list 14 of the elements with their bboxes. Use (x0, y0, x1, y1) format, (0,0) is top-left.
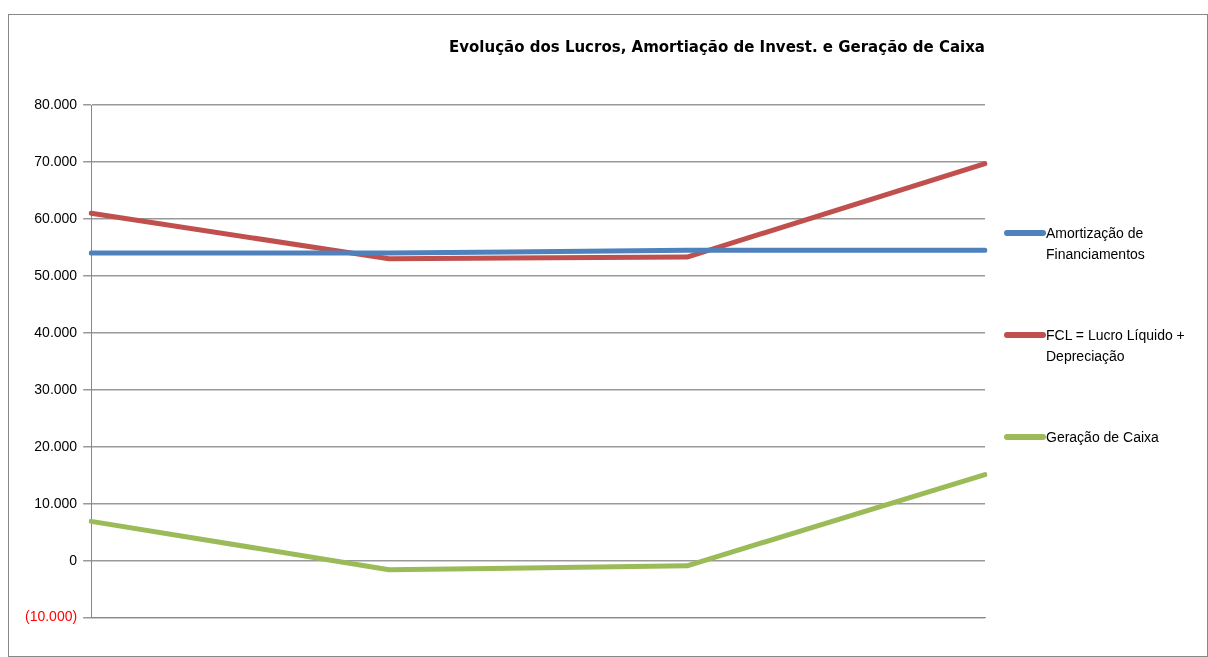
y-tick-label: 40.000 (34, 323, 78, 340)
y-tick-label: 0 (69, 551, 78, 568)
y-tick-label: 70.000 (34, 152, 78, 169)
y-tick-label: 30.000 (34, 380, 78, 397)
y-tick-label: 50.000 (34, 266, 78, 283)
y-tick-label: 60.000 (34, 209, 78, 226)
y-tick-label: 20.000 (34, 437, 78, 454)
y-tick-label: 10.000 (34, 494, 78, 511)
legend-label: Amortização de Financiamentos (1046, 224, 1146, 264)
legend-label: Geração de Caixa (1046, 428, 1160, 447)
legend-label: FCL = Lucro Líquido + Depreciação (1046, 326, 1186, 366)
chart-title: Evolução dos Lucros, Amortiação de Invest. e Geração de Caixa (449, 37, 985, 56)
y-tick-label: 80.000 (34, 95, 78, 112)
y-tick-label: (10.000) (24, 608, 78, 625)
